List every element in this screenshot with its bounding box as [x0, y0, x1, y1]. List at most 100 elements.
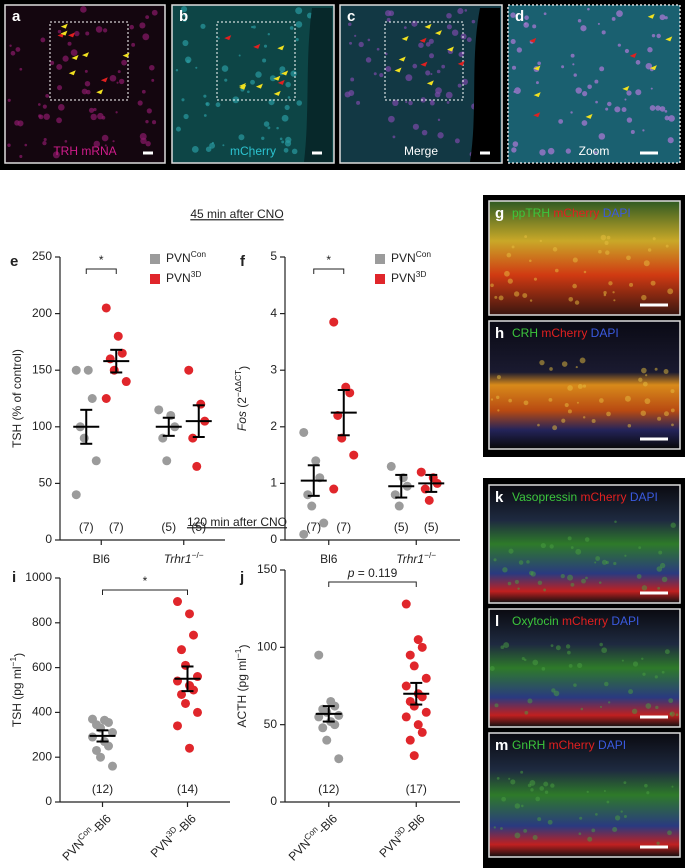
cell [591, 828, 596, 833]
cell [668, 698, 674, 704]
data-point [79, 433, 89, 443]
cell [464, 9, 468, 12]
cell [454, 138, 460, 144]
cell [403, 26, 407, 29]
arrowhead [424, 23, 432, 29]
cell [641, 657, 644, 661]
n-label: (14) [177, 782, 198, 796]
cell [543, 12, 547, 16]
cell [503, 642, 510, 649]
cell [62, 55, 69, 62]
cell [578, 832, 582, 836]
cell [659, 562, 666, 569]
cell [500, 827, 503, 830]
text-part: ) [237, 645, 251, 649]
significance-bracket [328, 581, 417, 587]
panel-label: g [495, 205, 504, 222]
cell [507, 581, 512, 586]
cell [457, 8, 464, 15]
cell [215, 102, 221, 108]
cell [665, 244, 669, 248]
y-axis-label: ACTH (pg ml−1) [233, 645, 250, 728]
panel-label: j [239, 569, 244, 586]
cell [56, 63, 63, 70]
cell [268, 99, 275, 106]
cell [613, 299, 616, 302]
legend-swatch [150, 254, 160, 264]
data-point [71, 490, 81, 500]
text-part: -Bl6 [174, 811, 199, 836]
cell [180, 6, 188, 13]
cell [649, 105, 656, 111]
cell [516, 47, 523, 53]
cell [594, 561, 597, 564]
data-point [162, 456, 172, 466]
cell [607, 101, 612, 107]
cell [84, 69, 88, 73]
data-point [196, 399, 206, 409]
data-point [104, 741, 113, 751]
y-tick-label: 50 [264, 717, 278, 731]
arrowhead [60, 23, 68, 29]
panel-label: l [495, 613, 499, 630]
cell [101, 134, 109, 142]
cell [291, 148, 298, 155]
cell [532, 659, 539, 666]
data-point [334, 710, 344, 720]
arrowhead [398, 56, 406, 62]
text-part: mCherry [577, 490, 626, 504]
cell [623, 781, 627, 785]
text-part: * [143, 574, 148, 588]
cell [490, 398, 494, 401]
cell [605, 250, 610, 255]
y-tick-label: 5 [270, 249, 277, 263]
cell [547, 819, 553, 825]
cell [647, 47, 653, 53]
data-point [185, 609, 194, 619]
cell [650, 87, 653, 90]
cell [296, 100, 303, 106]
y-tick-label: 3 [270, 362, 277, 376]
n-label: (7) [109, 520, 124, 534]
cell [356, 100, 361, 105]
cell [657, 416, 662, 421]
x-tick-label: PVNCon-Bl6 [58, 809, 114, 865]
data-point [319, 518, 329, 528]
cell [498, 295, 504, 301]
cell [611, 17, 616, 21]
cell [40, 37, 46, 43]
cell [117, 70, 121, 74]
cell [145, 119, 149, 124]
panel-label: d [515, 8, 524, 25]
cell [238, 134, 245, 141]
cell [552, 247, 558, 252]
cell [269, 75, 276, 82]
cell [67, 41, 72, 46]
cell [550, 644, 554, 648]
cell [64, 140, 68, 143]
cell [149, 64, 155, 71]
cell [664, 16, 668, 20]
cell [537, 61, 541, 66]
data-point [177, 645, 186, 655]
cell [281, 140, 285, 144]
data-point [322, 707, 332, 717]
cell [279, 66, 286, 73]
cell [428, 38, 434, 44]
cell [614, 520, 617, 523]
cell [217, 37, 220, 40]
cell [238, 54, 241, 57]
data-point [88, 732, 97, 742]
data-point [92, 745, 101, 755]
text-part: −ΔΔCT [233, 370, 243, 397]
cell [252, 25, 256, 29]
cell [599, 642, 603, 647]
cell [263, 121, 270, 127]
cell [539, 239, 543, 243]
cell [655, 705, 659, 710]
cell [421, 129, 428, 136]
cell [605, 107, 609, 111]
cell [358, 41, 364, 48]
cell [524, 22, 527, 25]
significance-label: p = 0.119 [347, 566, 398, 580]
